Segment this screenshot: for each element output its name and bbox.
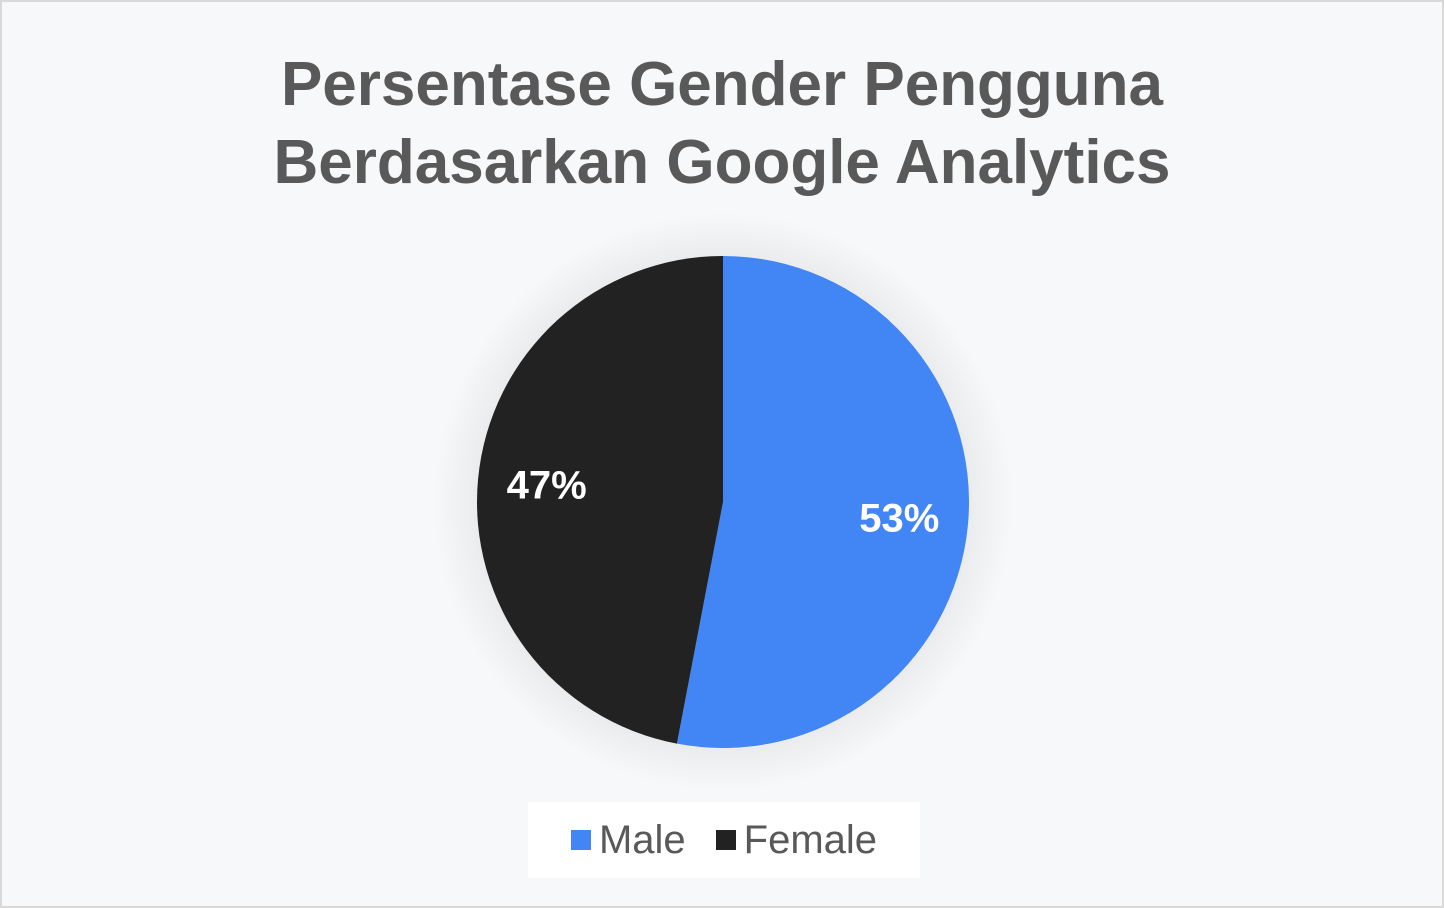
legend-swatch-male [570, 830, 591, 850]
legend-item-male: Male [570, 817, 686, 863]
data-label-male: 53% [859, 497, 939, 541]
pie-slice-female [477, 256, 723, 744]
chart-title-line-1: Persentase Gender Pengguna [280, 50, 1164, 119]
chart-title-line-2: Berdasarkan Google Analytics [273, 128, 1171, 197]
legend-swatch-female [715, 830, 736, 850]
pie-slice-male [676, 256, 969, 748]
chart-legend: Male Female [528, 802, 920, 878]
data-label-female: 47% [507, 463, 587, 507]
legend-label-male: Male [598, 817, 686, 862]
legend-item-female: Female [715, 817, 878, 863]
legend-label-female: Female [743, 817, 878, 862]
